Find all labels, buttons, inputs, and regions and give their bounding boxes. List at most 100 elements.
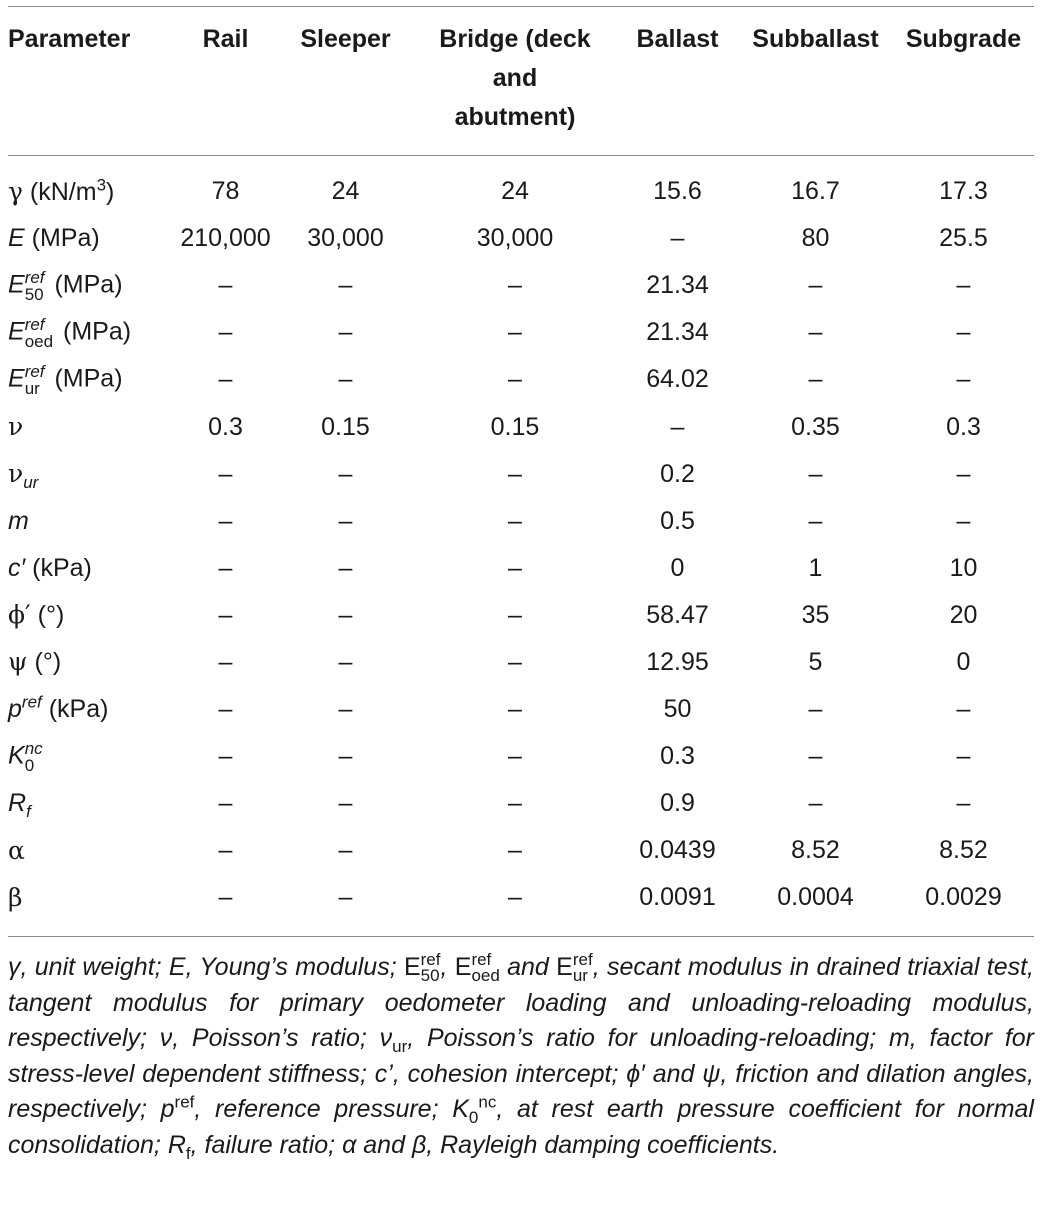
value-sleeper: 24 bbox=[331, 177, 360, 206]
value-bridge: 24 bbox=[501, 177, 529, 206]
param-sub: ur bbox=[24, 378, 40, 398]
value-bridge: 30,000 bbox=[476, 224, 554, 253]
param-cell: νur bbox=[8, 451, 173, 498]
value-rail: – bbox=[218, 883, 233, 912]
header-rail: Rail bbox=[202, 25, 249, 53]
param-symbol: m bbox=[8, 506, 29, 535]
param-symbol: ψ bbox=[8, 647, 28, 677]
param-sup: ref bbox=[24, 267, 45, 287]
value-ballast: 50 bbox=[663, 695, 692, 724]
param-cell: β bbox=[8, 874, 173, 921]
value-rail: – bbox=[218, 742, 233, 771]
param-cell: ψ (°) bbox=[8, 639, 173, 686]
param-unit: (MPa) bbox=[47, 270, 123, 299]
value-subballast: – bbox=[808, 271, 823, 300]
value-subgrade: 10 bbox=[949, 553, 978, 582]
value-subgrade: – bbox=[956, 789, 971, 818]
header-ballast: Ballast bbox=[636, 25, 719, 53]
value-ballast: 0.9 bbox=[660, 789, 695, 818]
param-cell: α bbox=[8, 827, 173, 874]
value-ballast: 15.6 bbox=[653, 177, 702, 206]
value-bridge: – bbox=[508, 742, 522, 771]
param-symbol: β bbox=[8, 882, 23, 912]
footnote-sub: f bbox=[185, 1143, 191, 1163]
footnote-text: and bbox=[499, 953, 557, 981]
value-bridge: 0.15 bbox=[490, 412, 540, 441]
value-ballast: 0.3 bbox=[660, 742, 695, 771]
value-rail: – bbox=[218, 271, 233, 300]
param-sub: f bbox=[26, 802, 31, 822]
param-sub: ur bbox=[23, 473, 39, 493]
table-row: Rf – – – 0.9 – – bbox=[8, 780, 1034, 827]
footnote-script: ref ur bbox=[572, 950, 593, 984]
param-unit: (MPa) bbox=[56, 317, 132, 346]
header-row: Parameter Rail Sleeper Bridge (deck and … bbox=[8, 20, 1034, 156]
value-sleeper: – bbox=[338, 883, 353, 912]
value-subballast: 1 bbox=[808, 553, 823, 582]
value-bridge: – bbox=[508, 365, 522, 394]
param-sup: ref bbox=[21, 692, 42, 712]
param-symbol: ϕ′ bbox=[8, 600, 31, 630]
param-sub: 50 bbox=[24, 284, 44, 304]
value-subgrade: 25.5 bbox=[939, 224, 988, 253]
param-symbol: p bbox=[8, 695, 22, 724]
value-sleeper: – bbox=[338, 600, 353, 629]
parameter-table: Parameter Rail Sleeper Bridge (deck and … bbox=[8, 20, 1034, 922]
header-parameter: Parameter bbox=[8, 25, 131, 53]
value-subgrade: – bbox=[956, 271, 971, 300]
value-bridge: – bbox=[508, 883, 522, 912]
param-symbol: R bbox=[8, 789, 27, 818]
header-subballast: Subballast bbox=[752, 25, 879, 53]
value-sleeper: – bbox=[338, 271, 353, 300]
param-unit-sup: 3 bbox=[96, 175, 107, 195]
value-rail: – bbox=[218, 459, 233, 488]
param-sub: 0 bbox=[24, 755, 35, 775]
footnote-text: γ, unit weight; E, Young’s modulus; bbox=[8, 953, 404, 981]
table-row: γ (kN/m3) 78 24 24 15.6 16.7 17.3 bbox=[8, 168, 1034, 215]
value-subballast: – bbox=[808, 365, 823, 394]
footnote-sup: ref bbox=[572, 950, 593, 970]
param-unit: (MPa) bbox=[47, 364, 123, 393]
value-rail: – bbox=[218, 695, 233, 724]
value-subgrade: – bbox=[956, 506, 971, 535]
value-subgrade: 17.3 bbox=[939, 177, 988, 206]
value-bridge: – bbox=[508, 789, 522, 818]
value-sleeper: – bbox=[338, 742, 353, 771]
value-subgrade: – bbox=[956, 365, 971, 394]
value-subgrade: – bbox=[956, 742, 971, 771]
footnote-sub: oed bbox=[471, 966, 500, 986]
param-sup: ref bbox=[24, 314, 45, 334]
value-rail: – bbox=[218, 600, 233, 629]
value-subgrade: 8.52 bbox=[939, 836, 988, 865]
value-ballast: 0.5 bbox=[660, 506, 695, 535]
footnote-text: , failure ratio; α and β, Rayleigh dampi… bbox=[190, 1130, 780, 1159]
value-ballast: 0.0091 bbox=[639, 883, 716, 912]
footnote-sub: 50 bbox=[420, 966, 440, 986]
value-rail: – bbox=[218, 506, 233, 535]
footnote-sup: ref bbox=[174, 1092, 195, 1112]
param-cell: c′ (kPa) bbox=[8, 545, 173, 592]
table-row: c′ (kPa) – – – 0 1 10 bbox=[8, 545, 1034, 592]
param-cell: γ (kN/m3) bbox=[8, 168, 173, 215]
value-bridge: – bbox=[508, 647, 522, 676]
param-cell: E (MPa) bbox=[8, 215, 173, 262]
value-subgrade: 0.3 bbox=[946, 412, 981, 441]
param-sup: nc bbox=[24, 738, 43, 758]
value-bridge: – bbox=[508, 553, 522, 582]
value-sleeper: – bbox=[338, 553, 353, 582]
value-ballast: – bbox=[670, 412, 685, 441]
param-script: ref ur bbox=[25, 363, 45, 397]
value-bridge: – bbox=[508, 600, 522, 629]
value-ballast: 12.95 bbox=[646, 647, 709, 676]
header-rule bbox=[8, 155, 1034, 156]
param-symbol: K bbox=[8, 741, 25, 770]
footnote-script: ref oed bbox=[471, 951, 500, 986]
footnote-text: , reference pressure; K bbox=[194, 1095, 469, 1123]
value-rail: – bbox=[218, 318, 233, 347]
value-sleeper: 0.15 bbox=[321, 412, 370, 441]
